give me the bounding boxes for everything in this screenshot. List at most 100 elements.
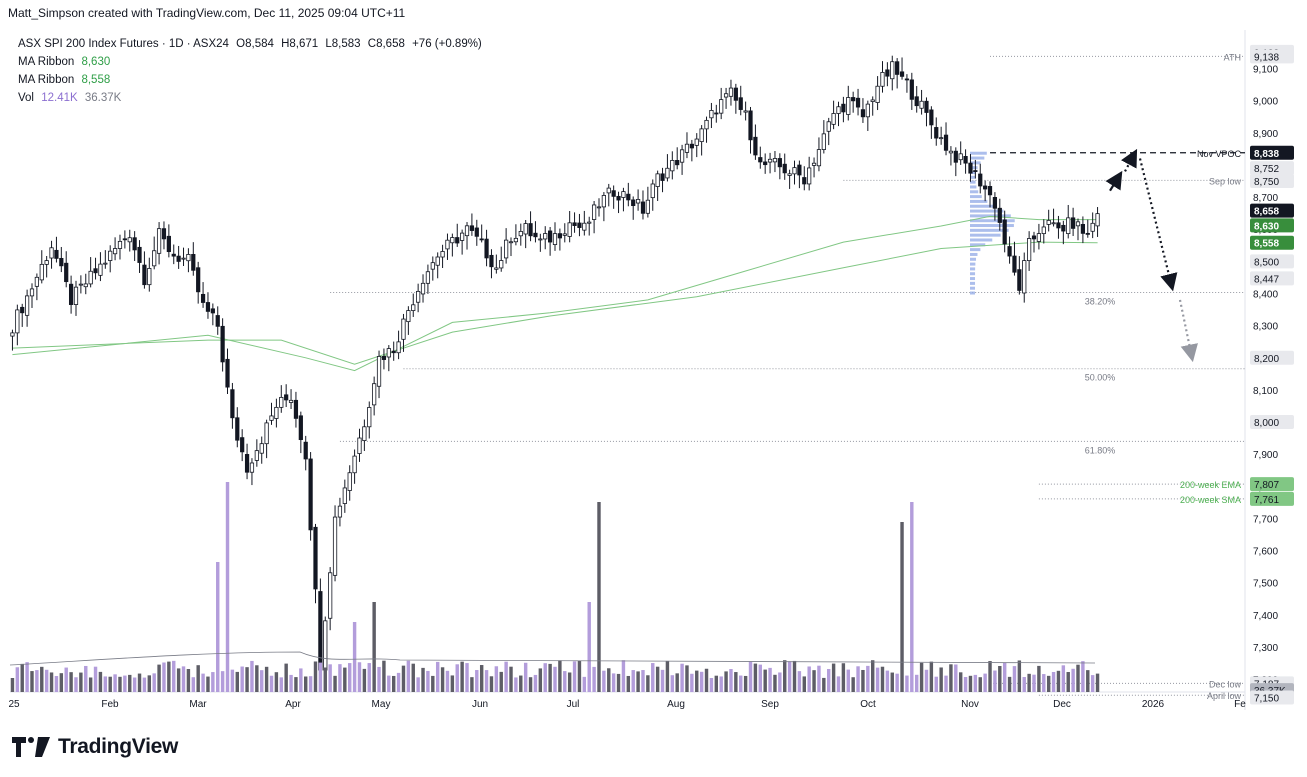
candle-body	[631, 199, 636, 206]
symbol-row[interactable]: ASX SPI 200 Index Futures · 1D · ASX24 O…	[18, 35, 482, 53]
volume-bar	[10, 678, 15, 692]
candle-body	[181, 257, 186, 260]
tradingview-logo-icon	[12, 737, 50, 757]
volume-bar	[665, 660, 670, 692]
volume-bar	[944, 675, 948, 692]
candle-body	[1002, 219, 1007, 245]
y-tick-label: 8,300	[1253, 322, 1278, 333]
candle-body	[1095, 213, 1100, 227]
volume-bar	[646, 675, 650, 692]
x-tick-label: Feb	[101, 699, 119, 710]
volume-bar	[983, 673, 987, 692]
candle-body	[244, 454, 250, 473]
volume-bar	[401, 665, 406, 692]
volume-bar	[30, 671, 34, 692]
candle-body	[943, 134, 949, 151]
candle-body	[890, 61, 895, 80]
candle-body	[54, 249, 59, 259]
price-tag-bg	[1250, 415, 1294, 430]
candle-body	[1031, 235, 1037, 240]
volume-bar	[44, 669, 49, 692]
y-tick-label: 7,500	[1253, 579, 1278, 590]
y-tick-label: 8,700	[1253, 193, 1278, 204]
volume-bar	[25, 662, 29, 692]
x-tick-label: Apr	[285, 699, 301, 710]
volume-bar	[1017, 660, 1022, 692]
x-tick-label: 2026	[1142, 699, 1165, 710]
candle-body	[254, 450, 259, 461]
vol-label: Vol	[18, 92, 34, 104]
candle-body	[670, 160, 675, 172]
volume-bar	[391, 675, 396, 692]
volume-row[interactable]: Vol 12.41K 36.37K	[18, 89, 482, 107]
candle-body	[797, 164, 802, 176]
volume-bar	[88, 677, 93, 692]
candle-body	[274, 406, 279, 419]
candle-body	[1036, 233, 1042, 242]
volume-bar	[98, 671, 103, 692]
volume-profile-bar	[970, 171, 976, 175]
volume-profile-bar	[970, 233, 1001, 237]
volume-bar	[333, 675, 337, 692]
candle-body	[538, 238, 543, 241]
volume-bar	[274, 672, 279, 692]
volume-bar	[206, 676, 210, 692]
volume-profile-bar	[970, 175, 976, 179]
volume-bar	[778, 672, 782, 692]
y-tick-label: 7,300	[1253, 643, 1278, 654]
volume-bar	[172, 660, 176, 692]
candle-body	[24, 295, 30, 316]
vol-value-1: 12.41K	[41, 92, 78, 104]
symbol-name[interactable]: ASX SPI 200 Index Futures · 1D · ASX24	[18, 38, 229, 50]
volume-bar	[924, 669, 929, 692]
volume-bar	[494, 666, 499, 692]
volume-profile-bar	[970, 180, 976, 184]
volume-bar	[142, 677, 147, 692]
volume-bar	[621, 660, 626, 692]
volume-bar	[783, 660, 787, 692]
candle-body	[161, 228, 167, 240]
candle-body	[215, 315, 220, 327]
candle-body	[582, 222, 587, 231]
volume-bar	[954, 664, 958, 692]
volume-bar	[611, 673, 616, 692]
volume-bar	[426, 670, 430, 692]
candle-body	[269, 415, 274, 421]
candle-body	[10, 332, 15, 337]
volume-bar	[191, 677, 196, 692]
level-label: 50.00%	[1085, 373, 1116, 383]
volume-profile-bar	[970, 151, 987, 155]
volume-profile-bar	[970, 238, 993, 242]
candle-body	[557, 233, 562, 239]
y-tick-label: 9,000	[1253, 97, 1278, 108]
volume-profile-bar	[970, 156, 985, 160]
candle-body	[948, 150, 954, 154]
volume-bar	[998, 666, 1002, 692]
level-label: 200-week SMA	[1180, 495, 1241, 505]
ma-ribbon-row-2[interactable]: MA Ribbon 8,558	[18, 71, 482, 89]
candle-body	[1090, 222, 1095, 232]
price-tag-bg	[1250, 690, 1294, 705]
volume-bar	[885, 670, 890, 692]
volume-bar	[856, 666, 860, 692]
candle-body	[376, 356, 382, 387]
volume-profile-bar	[970, 214, 1011, 218]
candle-body	[611, 190, 616, 197]
projection-arrow	[1138, 158, 1178, 292]
price-tag-label: 8,200	[1254, 354, 1279, 365]
volume-bar	[54, 676, 59, 692]
candle-body	[684, 143, 690, 153]
price-tag-label: 8,447	[1254, 274, 1279, 285]
volume-bar	[533, 674, 538, 692]
volume-profile-bar	[970, 166, 978, 170]
tradingview-logo[interactable]: TradingView	[12, 735, 178, 759]
volume-bar	[308, 676, 313, 692]
volume-bar	[802, 676, 806, 692]
ma-ribbon-row-1[interactable]: MA Ribbon 8,630	[18, 53, 482, 71]
candle-body	[919, 100, 924, 109]
price-tag-label: 8,558	[1254, 239, 1279, 250]
volume-bar	[299, 668, 303, 692]
volume-bar	[460, 661, 464, 692]
candle-body	[64, 262, 69, 283]
